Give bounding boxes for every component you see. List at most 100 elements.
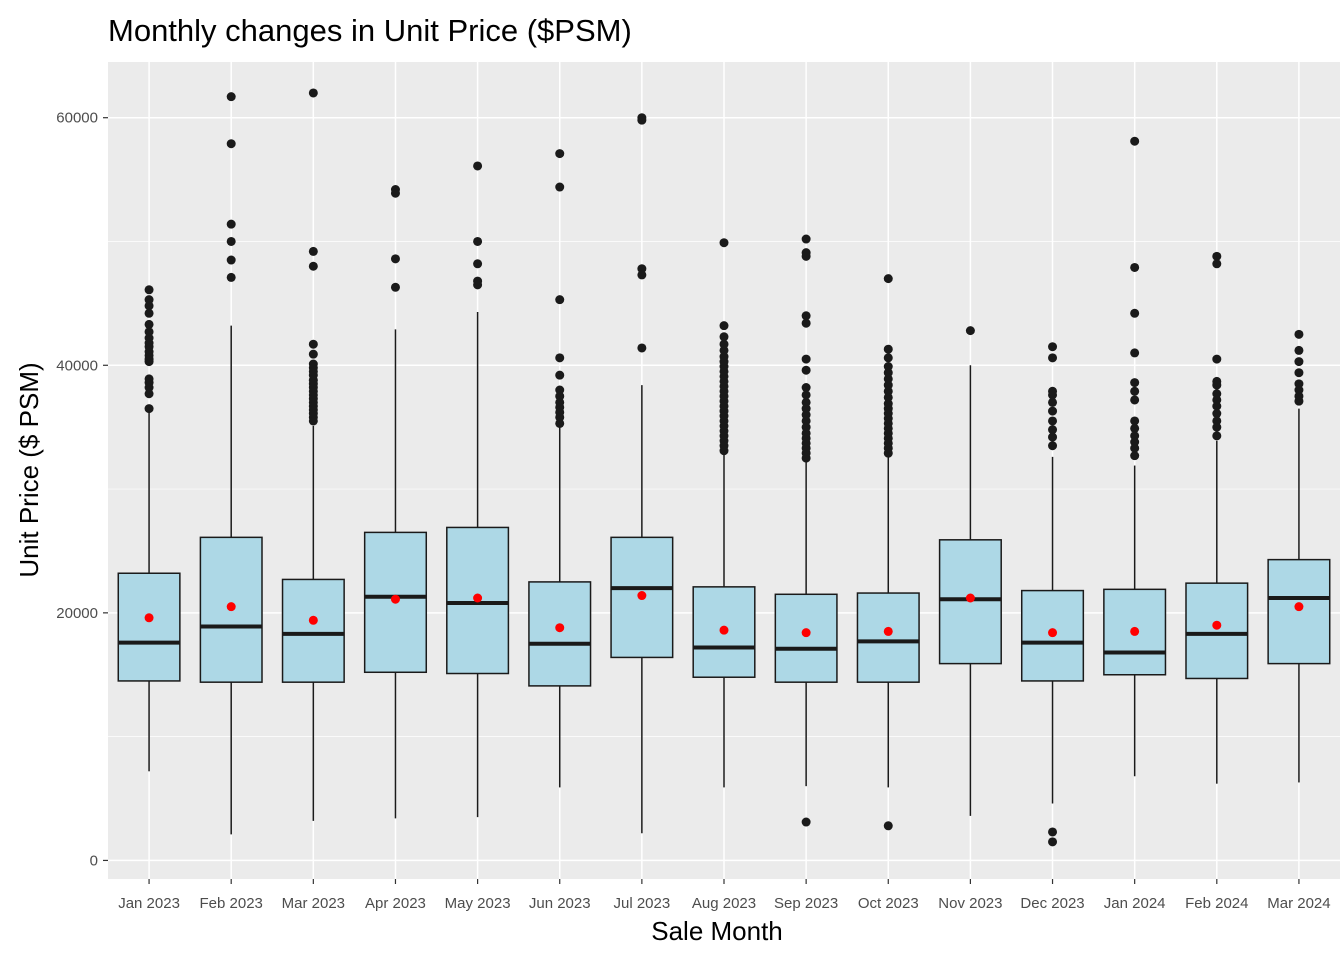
x-tick-label: Mar 2024 xyxy=(1267,895,1330,912)
outlier-point xyxy=(390,185,400,195)
outlier-point xyxy=(1130,136,1140,146)
outlier-point xyxy=(801,234,811,244)
outlier-point xyxy=(1294,345,1304,355)
outlier-point xyxy=(308,246,318,256)
mean-point xyxy=(308,615,318,625)
outlier-point xyxy=(555,397,565,407)
outlier-point xyxy=(1294,368,1304,378)
mean-point xyxy=(1212,620,1222,630)
outlier-point xyxy=(144,301,154,311)
box-nov-2023 xyxy=(938,326,1002,816)
x-tick-label: Jun 2023 xyxy=(529,895,591,912)
outlier-point xyxy=(226,272,236,282)
outlier-point xyxy=(555,149,565,159)
box-may-2023 xyxy=(446,161,510,818)
outlier-point xyxy=(555,385,565,395)
box-dec-2023 xyxy=(1020,342,1085,847)
box-oct-2023 xyxy=(856,274,920,831)
outlier-point xyxy=(1212,259,1222,269)
outlier-point xyxy=(1212,409,1222,419)
outlier-point xyxy=(801,318,811,328)
y-tick-label: 0 xyxy=(90,852,98,869)
outlier-point xyxy=(308,359,318,369)
x-tick-label: Jul 2023 xyxy=(614,895,671,912)
mean-point xyxy=(719,625,729,635)
mean-point xyxy=(390,594,400,604)
outlier-point xyxy=(883,353,893,363)
box-jun-2023 xyxy=(528,149,592,788)
box-iqr xyxy=(1185,582,1249,680)
mean-point xyxy=(1294,602,1304,612)
outlier-point xyxy=(1130,431,1140,441)
outlier-point xyxy=(1294,357,1304,367)
outlier-point xyxy=(555,182,565,192)
outlier-point xyxy=(883,386,893,396)
mean-point xyxy=(226,602,236,612)
outlier-point xyxy=(801,390,811,400)
box-iqr xyxy=(528,581,592,687)
outlier-point xyxy=(1048,432,1058,442)
y-tick-label: 40000 xyxy=(56,357,98,374)
box-series xyxy=(117,88,1331,847)
mean-point xyxy=(965,593,975,603)
outlier-point xyxy=(883,362,893,372)
outlier-point xyxy=(555,391,565,401)
mean-point xyxy=(883,626,893,636)
y-tick-label: 60000 xyxy=(56,110,98,127)
x-tick-label: Nov 2023 xyxy=(938,895,1002,912)
mean-point xyxy=(1130,626,1140,636)
outlier-point xyxy=(1130,308,1140,318)
outlier-point xyxy=(1048,353,1058,363)
outlier-point xyxy=(308,88,318,98)
outlier-point xyxy=(1048,441,1058,451)
outlier-point xyxy=(637,264,647,274)
outlier-point xyxy=(637,270,647,280)
outlier-point xyxy=(801,404,811,414)
outlier-point xyxy=(1212,251,1222,261)
box-iqr xyxy=(281,578,345,683)
outlier-point xyxy=(1212,431,1222,441)
outlier-point xyxy=(883,399,893,409)
x-tick-label: Dec 2023 xyxy=(1020,895,1084,912)
box-iqr xyxy=(856,592,920,683)
outlier-point xyxy=(308,349,318,359)
outlier-point xyxy=(1130,386,1140,396)
outlier-point xyxy=(144,389,154,399)
box-mar-2023 xyxy=(281,88,345,821)
outlier-point xyxy=(883,392,893,402)
outlier-point xyxy=(226,219,236,229)
outlier-point xyxy=(1212,401,1222,411)
outlier-point xyxy=(883,368,893,378)
outlier-point xyxy=(144,333,154,343)
outlier-point xyxy=(1212,395,1222,405)
outlier-point xyxy=(308,339,318,349)
box-iqr xyxy=(1103,588,1167,676)
outlier-point xyxy=(555,370,565,380)
outlier-point xyxy=(473,236,483,246)
outlier-point xyxy=(1048,397,1058,407)
x-axis-title: Sale Month xyxy=(651,916,783,946)
outlier-point xyxy=(1130,451,1140,461)
outlier-point xyxy=(144,374,154,384)
outlier-point xyxy=(144,285,154,295)
outlier-point xyxy=(308,261,318,271)
outlier-point xyxy=(1130,423,1140,433)
outlier-point xyxy=(226,139,236,149)
outlier-point xyxy=(801,383,811,393)
outlier-point xyxy=(1212,422,1222,432)
outlier-point xyxy=(883,380,893,390)
outlier-point xyxy=(965,326,975,336)
outlier-point xyxy=(144,404,154,414)
box-iqr xyxy=(117,572,181,682)
outlier-point xyxy=(144,327,154,337)
outlier-point xyxy=(719,345,729,355)
outlier-point xyxy=(719,238,729,248)
mean-point xyxy=(144,613,154,623)
outlier-point xyxy=(801,410,811,420)
outlier-point xyxy=(1294,329,1304,339)
outlier-point xyxy=(883,821,893,831)
x-tick-label: Oct 2023 xyxy=(858,895,919,912)
box-jan-2023 xyxy=(117,285,181,772)
box-jan-2024 xyxy=(1103,136,1167,777)
